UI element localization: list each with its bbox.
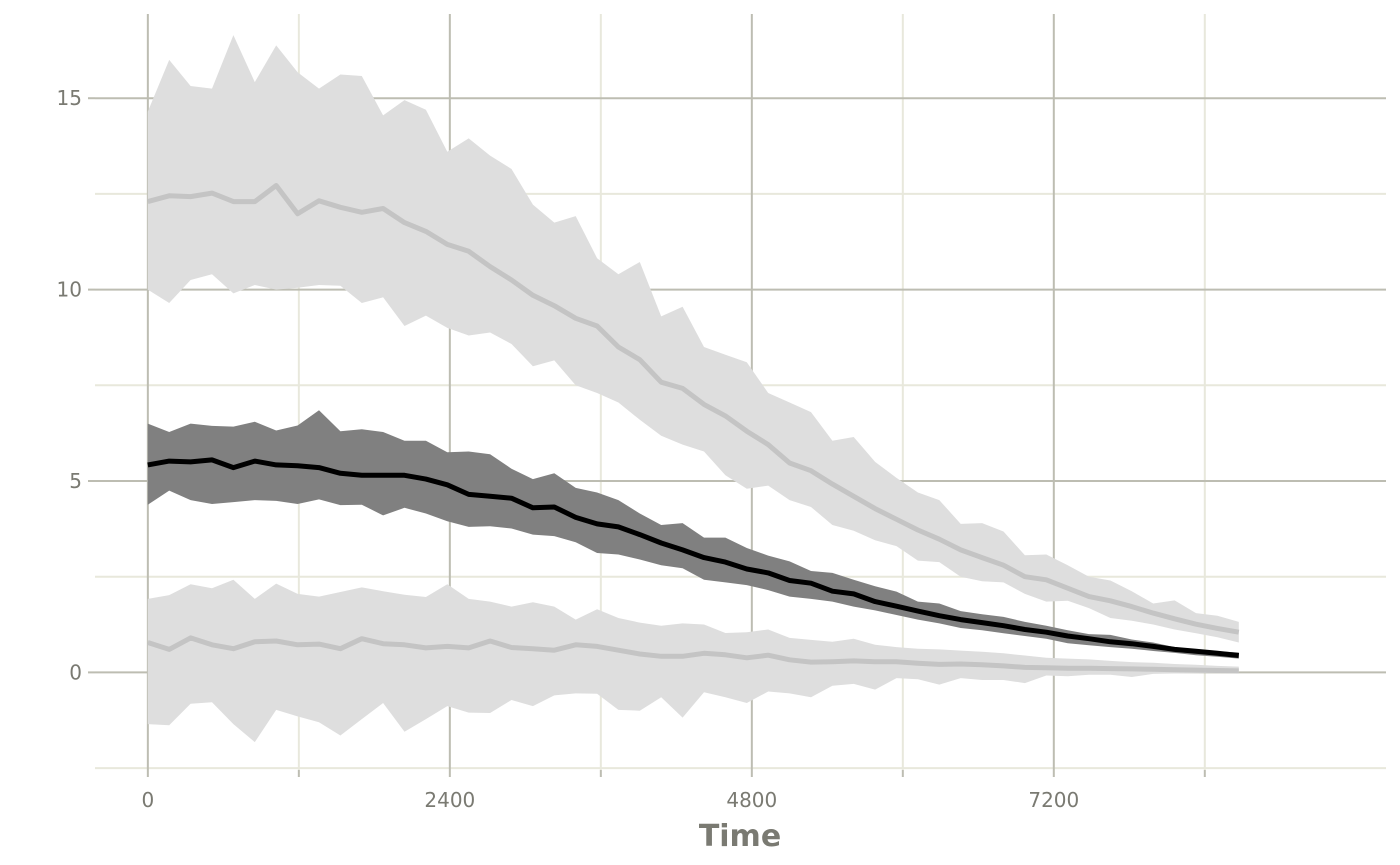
band-upper-percentile bbox=[147, 35, 1239, 643]
line-lower-percentile bbox=[147, 635, 1239, 674]
y-tick-label: 10 bbox=[57, 278, 82, 302]
y-tick-label: 0 bbox=[69, 660, 82, 684]
x-tick-label: 2400 bbox=[424, 788, 475, 812]
axis-ticks bbox=[88, 97, 1206, 777]
y-tick-labels: 0 5 10 15 bbox=[57, 86, 82, 684]
x-axis-title: Time bbox=[699, 819, 781, 854]
y-tick-label: 15 bbox=[57, 86, 82, 110]
line-upper-percentile bbox=[147, 183, 1240, 635]
series-lines bbox=[147, 183, 1240, 674]
x-tick-labels: 0 2400 4800 7200 bbox=[141, 788, 1079, 812]
x-tick-label: 4800 bbox=[726, 788, 777, 812]
percentile-bands bbox=[147, 35, 1239, 743]
band-median bbox=[147, 410, 1239, 659]
y-tick-label: 5 bbox=[69, 469, 82, 493]
x-tick-label: 0 bbox=[141, 788, 154, 812]
band-lower-percentile bbox=[147, 579, 1239, 743]
x-tick-label: 7200 bbox=[1028, 788, 1079, 812]
line-median bbox=[147, 457, 1240, 658]
